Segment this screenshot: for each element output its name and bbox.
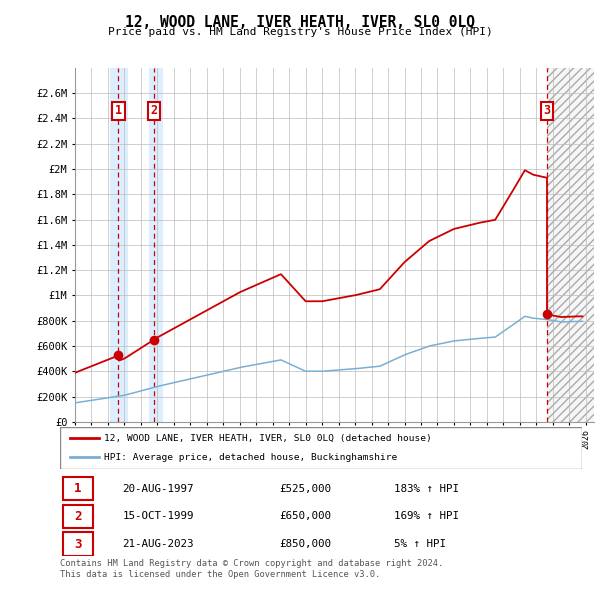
Bar bbox=[110, 68, 128, 422]
Text: 12, WOOD LANE, IVER HEATH, IVER, SL0 0LQ (detached house): 12, WOOD LANE, IVER HEATH, IVER, SL0 0LQ… bbox=[104, 434, 432, 443]
Text: 21-AUG-2023: 21-AUG-2023 bbox=[122, 539, 194, 549]
Text: 2: 2 bbox=[151, 104, 157, 117]
FancyBboxPatch shape bbox=[62, 532, 93, 556]
Bar bbox=[547, 68, 594, 422]
Text: £650,000: £650,000 bbox=[279, 512, 331, 522]
FancyBboxPatch shape bbox=[60, 427, 582, 469]
Text: 1: 1 bbox=[115, 104, 122, 117]
Text: 2: 2 bbox=[74, 510, 82, 523]
FancyBboxPatch shape bbox=[62, 477, 93, 500]
Text: £525,000: £525,000 bbox=[279, 484, 331, 494]
Text: 1: 1 bbox=[74, 482, 82, 495]
Text: 15-OCT-1999: 15-OCT-1999 bbox=[122, 512, 194, 522]
Text: 3: 3 bbox=[544, 104, 550, 117]
Text: 169% ↑ HPI: 169% ↑ HPI bbox=[394, 512, 459, 522]
FancyBboxPatch shape bbox=[62, 504, 93, 528]
Text: 5% ↑ HPI: 5% ↑ HPI bbox=[394, 539, 446, 549]
Text: Price paid vs. HM Land Registry's House Price Index (HPI): Price paid vs. HM Land Registry's House … bbox=[107, 27, 493, 37]
Text: 3: 3 bbox=[74, 537, 82, 550]
Text: 12, WOOD LANE, IVER HEATH, IVER, SL0 0LQ: 12, WOOD LANE, IVER HEATH, IVER, SL0 0LQ bbox=[125, 15, 475, 30]
Text: 20-AUG-1997: 20-AUG-1997 bbox=[122, 484, 194, 494]
Text: 183% ↑ HPI: 183% ↑ HPI bbox=[394, 484, 459, 494]
Bar bbox=[547, 68, 594, 422]
Text: HPI: Average price, detached house, Buckinghamshire: HPI: Average price, detached house, Buck… bbox=[104, 453, 398, 461]
Text: £850,000: £850,000 bbox=[279, 539, 331, 549]
Text: Contains HM Land Registry data © Crown copyright and database right 2024.
This d: Contains HM Land Registry data © Crown c… bbox=[60, 559, 443, 579]
Bar bbox=[149, 68, 163, 422]
